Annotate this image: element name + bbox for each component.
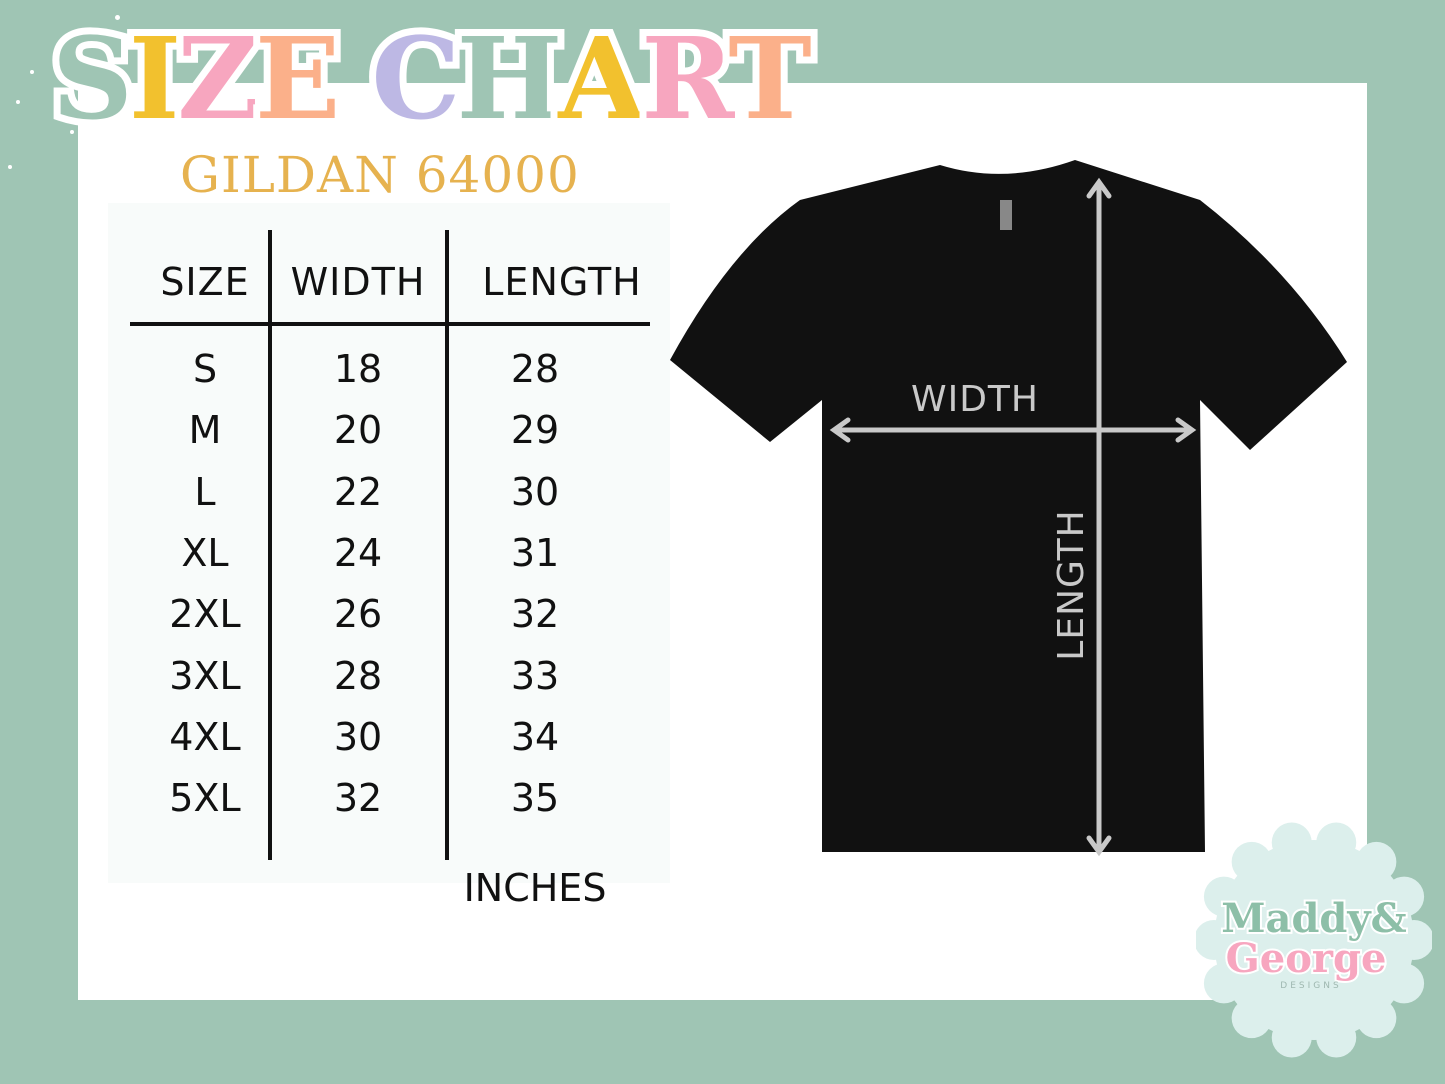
sparkle-dot [16, 100, 20, 104]
header-divider [130, 322, 650, 326]
product-subtitle: GILDAN 64000 [180, 146, 580, 204]
logo-line1: Maddy& [1221, 895, 1407, 942]
title-letter: T [721, 7, 818, 152]
tshirt-icon [670, 160, 1347, 852]
cell-width: 26 [333, 592, 383, 637]
cell-size: S [192, 347, 218, 391]
title-letter: Z [170, 7, 266, 152]
cell-width: 28 [333, 653, 383, 698]
cell-width: 18 [333, 347, 383, 391]
cell-size: M [188, 408, 222, 453]
sparkle-dot [70, 130, 74, 134]
cell-length: 28 [510, 347, 560, 391]
cell-length: 32 [510, 592, 560, 637]
cell-width: 24 [333, 530, 383, 575]
title-letter: H [450, 7, 570, 152]
sparkle-dot [8, 165, 12, 169]
length-label: LENGTH [1051, 509, 1092, 660]
logo-line2: George [1226, 935, 1387, 982]
title-letter: R [634, 7, 739, 152]
cell-length: 29 [510, 408, 560, 453]
title-letter: S [45, 7, 140, 152]
cell-length: 30 [510, 469, 560, 514]
cell-length: 31 [510, 530, 560, 575]
cell-size: XL [181, 530, 229, 575]
unit-label: INCHES [463, 866, 607, 910]
cell-size: 4XL [169, 714, 241, 759]
column-divider [445, 230, 449, 860]
sparkle-dot [115, 15, 120, 20]
cell-size: L [194, 469, 216, 514]
page-title: SIZE CHART [45, 7, 819, 152]
brand-logo: Maddy& George DESIGNS [1196, 822, 1432, 1058]
cell-length: 34 [510, 714, 560, 759]
cell-width: 30 [333, 714, 383, 759]
cell-length: 35 [510, 776, 560, 821]
cell-size: 2XL [169, 592, 241, 637]
logo-line3: DESIGNS [1280, 981, 1341, 991]
size-table [108, 203, 670, 883]
cell-width: 22 [333, 469, 383, 514]
header-size: SIZE [160, 260, 250, 304]
width-label: WIDTH [911, 379, 1039, 420]
column-divider [268, 230, 272, 860]
cell-size: 5XL [169, 776, 241, 821]
cell-length: 33 [510, 653, 560, 698]
title-letter: C [364, 7, 467, 152]
title-letter: E [248, 7, 347, 152]
cell-width: 32 [333, 776, 383, 821]
sparkle-dot [30, 70, 34, 74]
title-letter: A [551, 7, 652, 152]
header-length: LENGTH [482, 260, 642, 304]
cell-width: 20 [333, 408, 383, 453]
header-width: WIDTH [290, 260, 426, 304]
cell-size: 3XL [169, 653, 241, 698]
shirt-tag [1000, 200, 1012, 230]
